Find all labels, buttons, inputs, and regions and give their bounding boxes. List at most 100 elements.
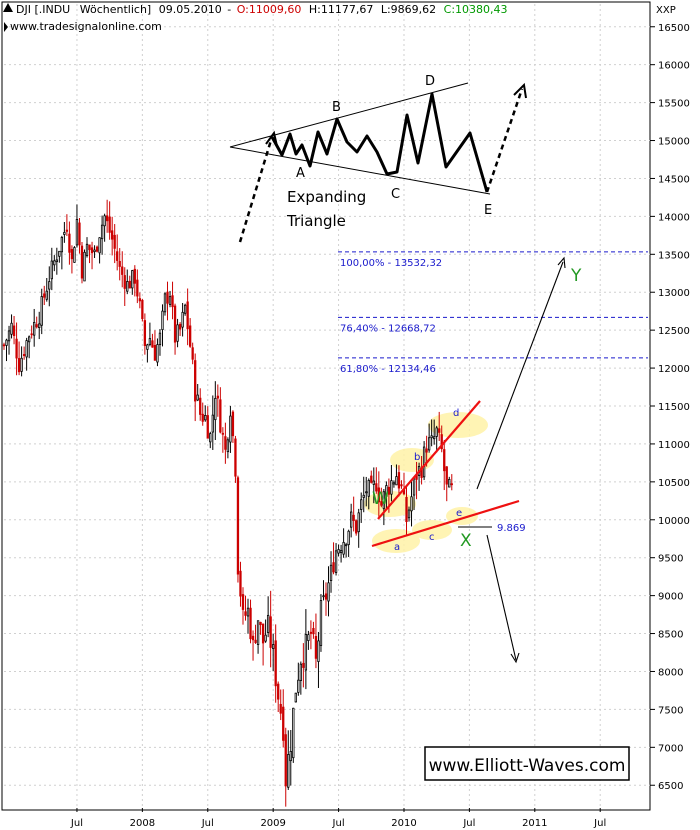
candle-body bbox=[186, 301, 189, 330]
x-tick-label: 2010 bbox=[391, 818, 416, 829]
y-tick-label: 7500 bbox=[658, 705, 683, 716]
candle-body bbox=[70, 248, 74, 260]
candle-body bbox=[146, 344, 149, 350]
candle-body bbox=[171, 295, 174, 308]
arrow-up-to-y bbox=[476, 261, 564, 490]
candle-body bbox=[216, 395, 219, 399]
watermark-text: www.Elliott-Waves.com bbox=[429, 756, 626, 776]
candle-body bbox=[256, 620, 260, 645]
candle-body bbox=[337, 549, 340, 554]
candle-body bbox=[287, 754, 290, 788]
candle-body bbox=[118, 260, 121, 267]
y-tick-label: 11500 bbox=[658, 402, 690, 413]
candle-body bbox=[123, 275, 126, 289]
candle-body bbox=[214, 398, 217, 421]
candle-body bbox=[347, 530, 350, 546]
x-tick-label: Jul bbox=[201, 818, 214, 829]
candle-body bbox=[410, 496, 413, 512]
candle-body bbox=[181, 311, 184, 328]
projection-arrows bbox=[476, 256, 566, 664]
candle-body bbox=[405, 496, 408, 523]
candle-body bbox=[289, 751, 292, 762]
wave-label-w: W bbox=[372, 489, 389, 509]
candle-body bbox=[35, 324, 38, 328]
svg-text:DJI [.INDU Wöchentlich]: DJI [.INDU Wöchentlich] 09.05.2010 - O:1… bbox=[16, 3, 508, 16]
candle-body bbox=[2, 344, 6, 347]
candle-body bbox=[314, 636, 318, 659]
y-tick-label: 8000 bbox=[658, 667, 683, 678]
candle-body bbox=[357, 512, 360, 533]
upper-trendline bbox=[377, 400, 481, 520]
candle-body bbox=[229, 415, 232, 443]
candle-body bbox=[443, 449, 446, 472]
header-high: H:11177,67 bbox=[309, 3, 373, 16]
x-tick-label: 2008 bbox=[130, 818, 155, 829]
candle-body bbox=[93, 249, 96, 253]
candle-body bbox=[375, 483, 378, 492]
candle-body bbox=[85, 243, 89, 257]
candle-body bbox=[116, 251, 119, 261]
candle-body bbox=[221, 432, 225, 435]
candle-body bbox=[153, 344, 157, 361]
candle-body bbox=[370, 475, 373, 483]
candle-body bbox=[103, 215, 106, 227]
candle-body bbox=[204, 415, 207, 421]
candle-body bbox=[309, 631, 313, 634]
grid bbox=[4, 4, 650, 808]
candle-body bbox=[138, 298, 141, 302]
candle-body bbox=[344, 544, 348, 547]
candle-body bbox=[100, 224, 104, 240]
candle-body bbox=[48, 281, 51, 290]
candle-body bbox=[332, 562, 335, 573]
candle-body bbox=[183, 304, 187, 314]
inset-caption-line2: Triangle bbox=[286, 212, 346, 230]
inset-wave-path bbox=[270, 92, 489, 193]
candle-body bbox=[342, 541, 345, 555]
wave-labels: W X Y a b c d e bbox=[372, 266, 582, 553]
candle-body bbox=[339, 550, 343, 553]
inset-exit-arrowhead bbox=[513, 82, 527, 99]
candle-body bbox=[7, 330, 11, 342]
candle-series bbox=[2, 199, 453, 807]
inset-label-b: B bbox=[332, 100, 341, 115]
candle-body bbox=[73, 247, 76, 263]
y-tick-label: 11000 bbox=[658, 440, 690, 451]
candle-body bbox=[438, 428, 441, 433]
candle-body bbox=[83, 251, 86, 282]
fib-label: 76,40% - 12668,72 bbox=[340, 323, 436, 334]
y-tick-label: 15500 bbox=[658, 99, 690, 110]
candle-body bbox=[304, 634, 308, 671]
candle-body bbox=[372, 480, 375, 485]
candle-body bbox=[199, 397, 202, 415]
currency-label: XXP bbox=[656, 5, 676, 16]
candle-body bbox=[387, 486, 391, 495]
candle-body bbox=[307, 634, 310, 641]
y-tick-label: 10000 bbox=[658, 516, 690, 527]
fib-label: 100,00% - 13532,32 bbox=[340, 258, 442, 269]
candle-body bbox=[126, 281, 129, 292]
header-open: O:11009,60 bbox=[237, 3, 302, 16]
candle-body bbox=[448, 478, 451, 488]
candle-body bbox=[15, 338, 18, 359]
inset-entry-dashed bbox=[238, 136, 274, 243]
candle-body bbox=[43, 293, 46, 298]
y-tick-label: 9000 bbox=[658, 592, 683, 603]
chart-header: DJI [.INDU Wöchentlich] 09.05.2010 - O:1… bbox=[3, 3, 676, 33]
y-tick-label: 14500 bbox=[658, 174, 690, 185]
candle-body bbox=[22, 354, 26, 357]
candle-body bbox=[261, 623, 265, 644]
inset-exit-dashed bbox=[485, 88, 524, 193]
y-tick-label: 12000 bbox=[658, 364, 690, 375]
candle-body bbox=[445, 466, 448, 485]
candle-body bbox=[191, 347, 194, 360]
x-tick-label: Jul bbox=[462, 818, 475, 829]
candle-body bbox=[33, 322, 36, 336]
candle-body bbox=[80, 245, 84, 279]
y-tick-label: 15000 bbox=[658, 137, 690, 148]
candle-body bbox=[334, 550, 338, 573]
candle-body bbox=[365, 491, 368, 494]
candle-body bbox=[143, 320, 147, 347]
candle-body bbox=[425, 448, 428, 453]
wave-label-e: e bbox=[456, 508, 462, 519]
x-tick-label: Jul bbox=[70, 818, 83, 829]
